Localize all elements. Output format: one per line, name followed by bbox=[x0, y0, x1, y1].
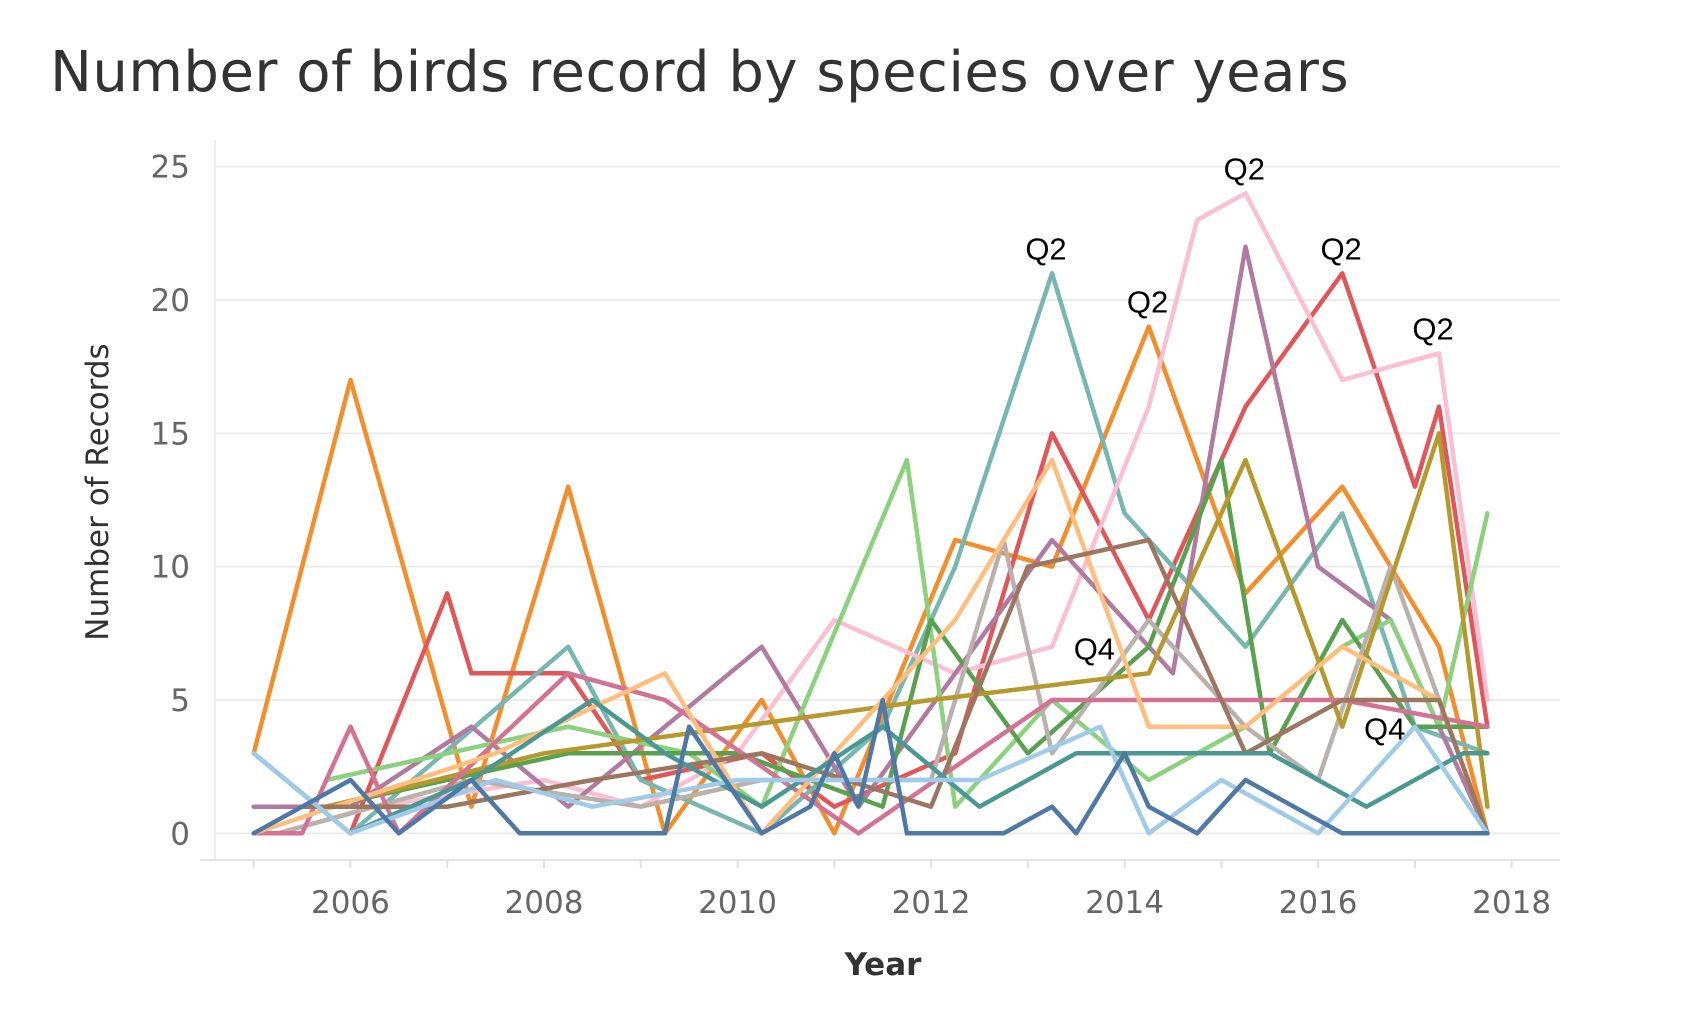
y-tick-label: 10 bbox=[151, 550, 190, 586]
annotation-label: Q2 bbox=[1224, 151, 1265, 186]
x-tick-label: 2018 bbox=[1472, 885, 1551, 921]
x-axis-title: Year bbox=[844, 947, 923, 983]
x-tick-label: 2008 bbox=[505, 885, 584, 921]
annotation-label: Q4 bbox=[1074, 631, 1115, 666]
chart-title: Number of birds record by species over y… bbox=[50, 40, 1350, 105]
series-line-15 bbox=[251, 697, 1490, 836]
axes: 0 5 10 15 20 25 2006 2008 2010 2012 2014 2016 2018 bbox=[151, 140, 1560, 921]
y-tick-label: 25 bbox=[151, 150, 190, 186]
annotation-label: Q2 bbox=[1412, 311, 1453, 346]
series-line-9 bbox=[324, 431, 1490, 809]
annotation-label: Q4 bbox=[1364, 711, 1405, 746]
x-tick-label: 2014 bbox=[1085, 885, 1164, 921]
y-tick-label: 15 bbox=[151, 416, 190, 452]
series-line-3 bbox=[251, 271, 1490, 836]
y-axis-title: Number of Records bbox=[80, 343, 116, 640]
annotation-label: Q2 bbox=[1025, 231, 1066, 266]
y-tick-label: 0 bbox=[170, 816, 190, 852]
series-line-7 bbox=[324, 457, 1490, 809]
series-line-5 bbox=[251, 244, 1490, 836]
y-tick-label: 5 bbox=[170, 683, 190, 719]
annotation-label: Q2 bbox=[1127, 285, 1168, 320]
series-layer bbox=[251, 191, 1490, 836]
x-tick-label: 2010 bbox=[698, 885, 777, 921]
x-tick-label: 2006 bbox=[311, 885, 390, 921]
series-line-14 bbox=[251, 724, 1490, 836]
y-tick-label: 20 bbox=[151, 283, 190, 319]
x-tick-label: 2016 bbox=[1279, 885, 1358, 921]
series-line-12 bbox=[299, 537, 1490, 836]
series-line-2 bbox=[348, 271, 1490, 836]
annotation-label: Q2 bbox=[1320, 231, 1361, 266]
series-line-10 bbox=[251, 671, 1490, 836]
annotations: Q2 Q2 Q2 Q2 Q2 Q4 Q4 bbox=[1025, 151, 1453, 746]
x-tick-label: 2012 bbox=[892, 885, 971, 921]
series-line-11 bbox=[251, 457, 1490, 836]
series-line-6 bbox=[324, 457, 1490, 809]
